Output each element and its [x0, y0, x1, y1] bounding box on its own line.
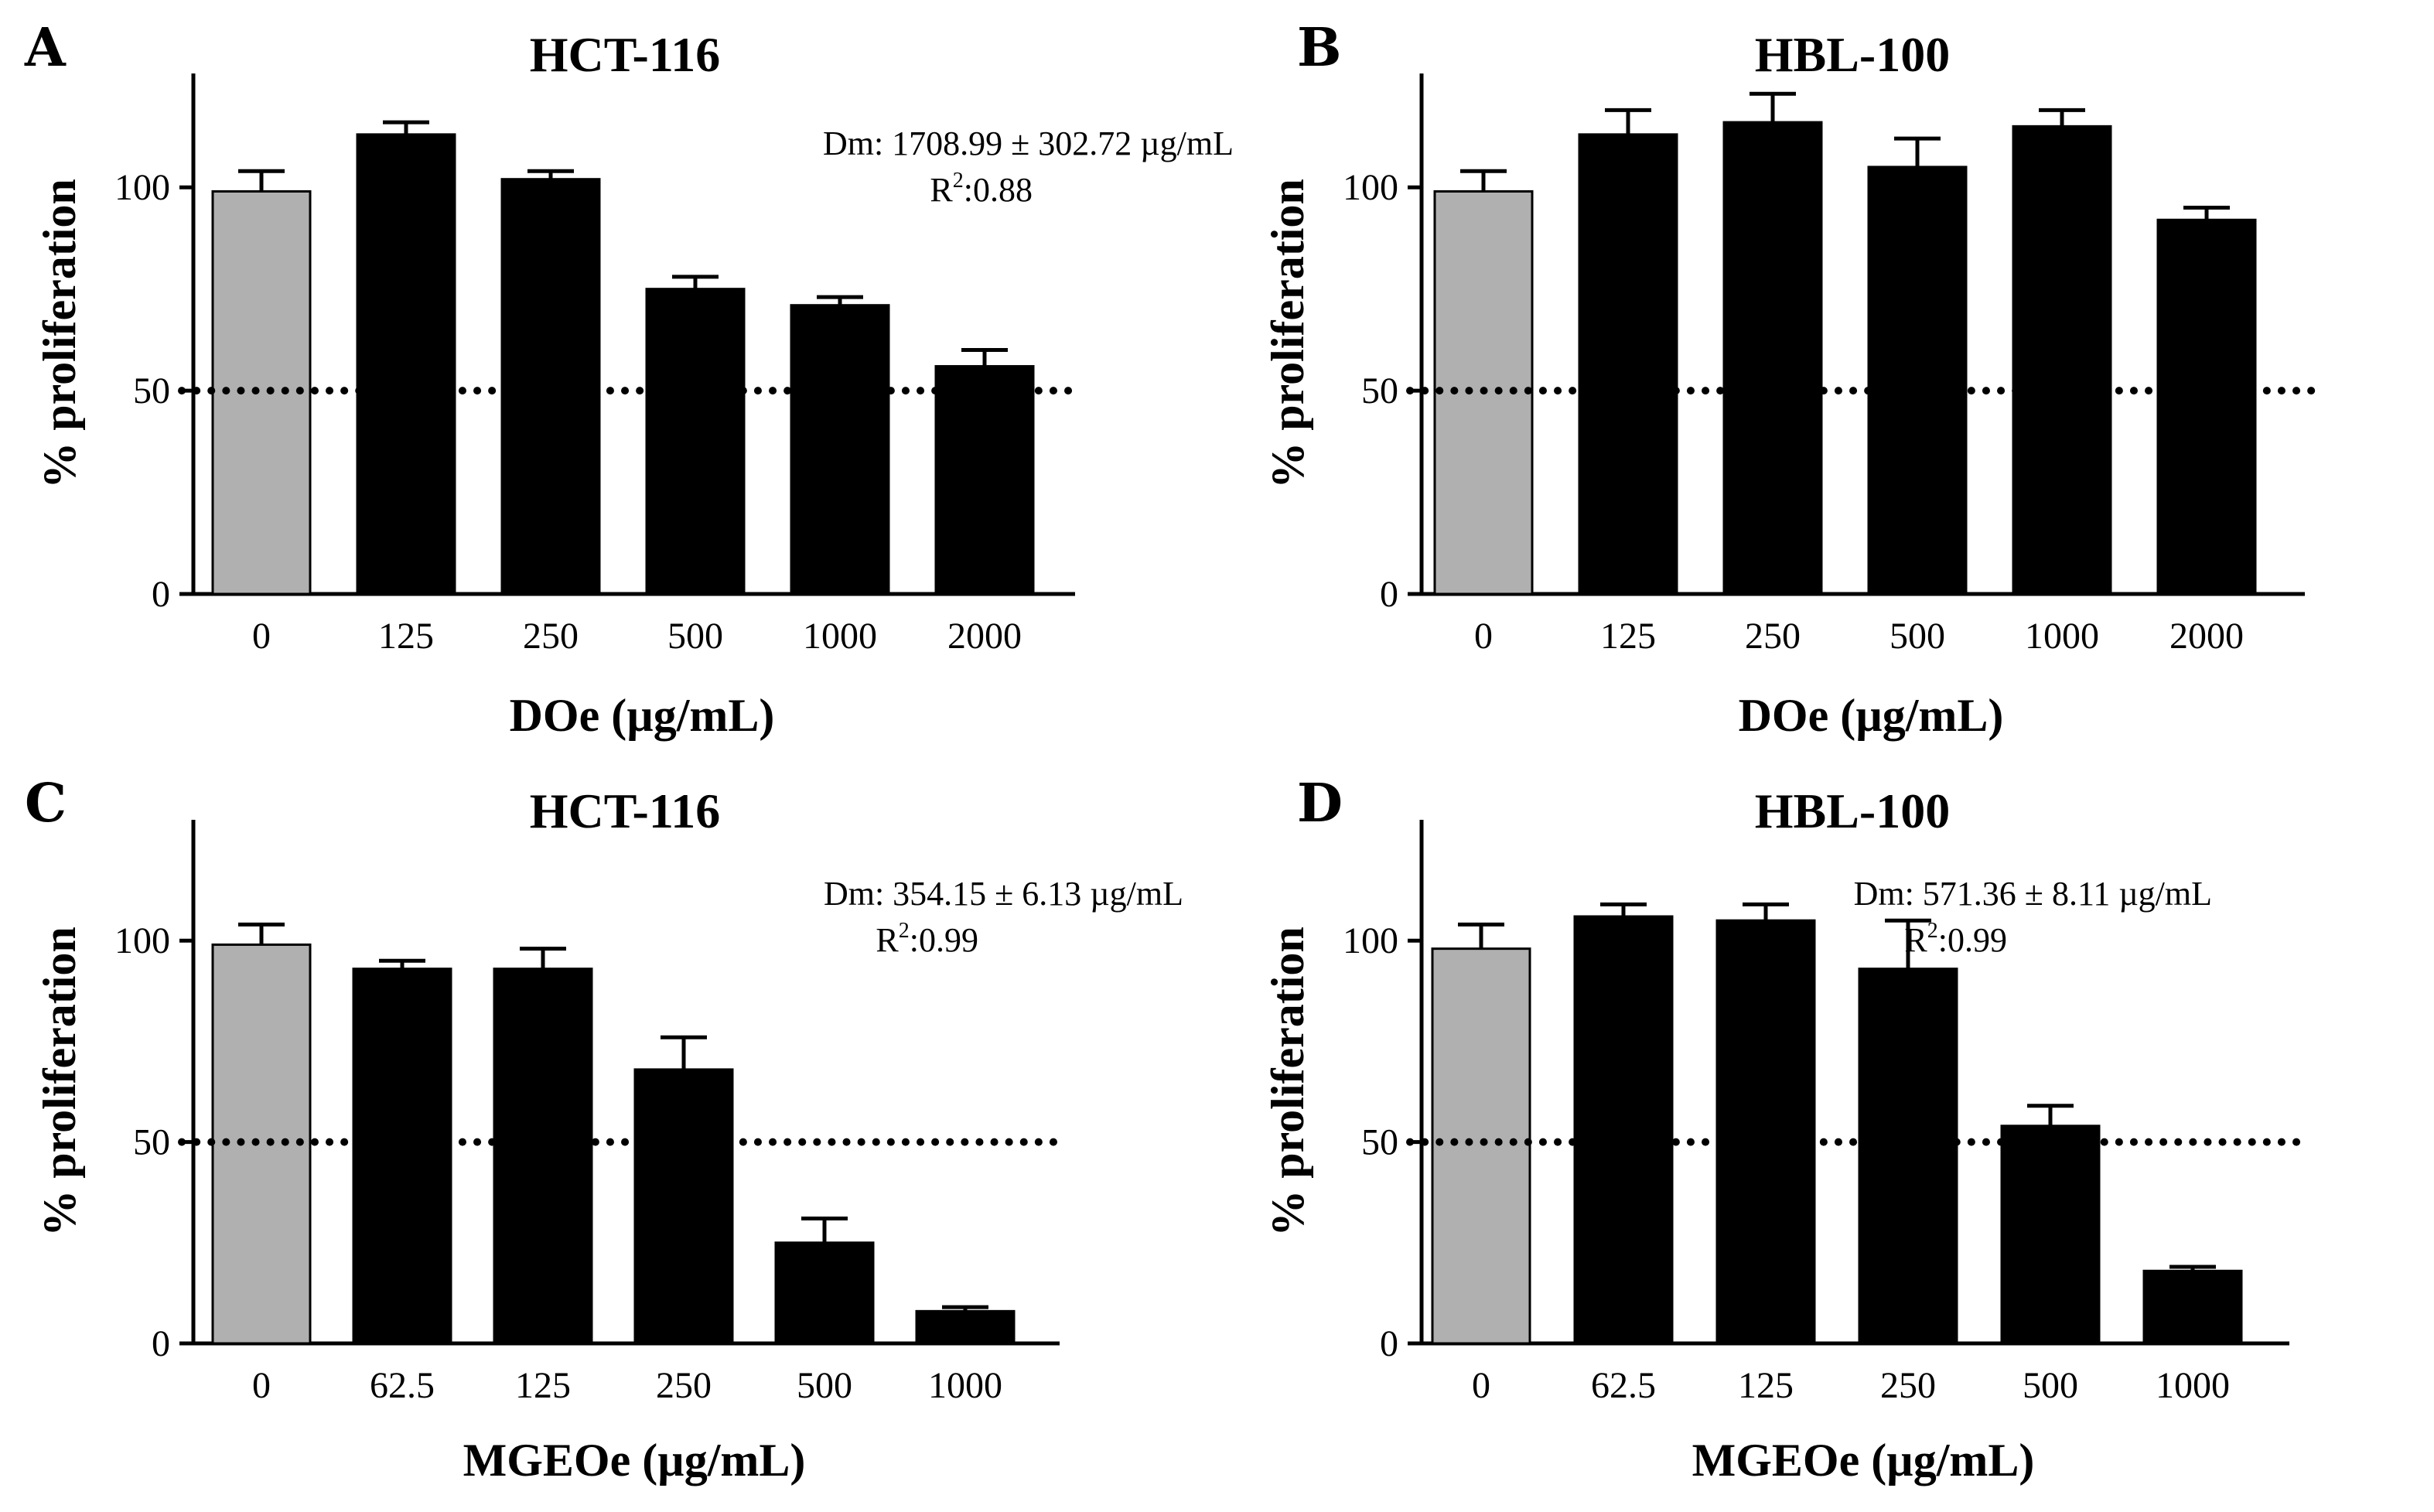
bar: [1573, 915, 1674, 1345]
bar-control: [1431, 947, 1531, 1345]
bar: [2000, 1125, 2101, 1345]
bar: [1867, 166, 1968, 596]
bar: [633, 1068, 734, 1345]
y-tick-label: 50: [1361, 370, 1398, 411]
y-tick-label: 50: [133, 1122, 170, 1163]
y-tick-label: 0: [152, 574, 170, 615]
chart-title: HCT-116: [530, 783, 721, 838]
y-axis-label: % proliferation: [34, 927, 85, 1237]
y-axis-label: % proliferation: [34, 179, 85, 489]
x-tick-label: 2000: [2169, 616, 2244, 657]
y-tick-label: 50: [1361, 1122, 1398, 1163]
bar: [500, 178, 601, 596]
bar: [915, 1309, 1016, 1345]
x-tick-label: 1000: [2025, 616, 2099, 657]
y-axis-label: % proliferation: [1262, 927, 1313, 1237]
x-tick-label: 500: [797, 1365, 852, 1406]
panel-letter: C: [25, 773, 67, 835]
x-tick-label: 0: [252, 1365, 271, 1406]
bar: [934, 365, 1035, 596]
y-tick-label: 0: [1380, 1323, 1398, 1364]
bar: [1722, 121, 1823, 596]
x-tick-label: 0: [252, 616, 271, 657]
x-tick-label: 1000: [928, 1365, 1002, 1406]
bar: [774, 1241, 875, 1345]
x-tick-label: 0: [1472, 1365, 1490, 1406]
x-tick-label: 125: [515, 1365, 571, 1406]
x-tick-label: 500: [2023, 1365, 2078, 1406]
x-tick-label: 125: [1738, 1365, 1794, 1406]
x-tick-label: 125: [1600, 616, 1656, 657]
bar: [1715, 919, 1816, 1345]
dm-annotation: Dm: 571.36 ± 8.11 µg/mL: [1854, 875, 2212, 913]
bar: [2142, 1269, 2243, 1345]
bar: [1578, 133, 1678, 596]
y-tick-label: 100: [114, 167, 170, 208]
panel-letter: D: [1297, 773, 1343, 835]
r-squared-annotation: R2:0.88: [930, 169, 1033, 209]
x-tick-label: 62.5: [370, 1365, 435, 1406]
y-tick-label: 50: [133, 370, 170, 411]
y-tick-label: 100: [114, 920, 170, 961]
chart-title: HBL-100: [1755, 783, 1950, 838]
bar: [493, 968, 593, 1345]
bar: [645, 288, 746, 596]
dm-annotation: Dm: 1708.99 ± 302.72 µg/mL: [823, 125, 1234, 162]
x-tick-label: 250: [1745, 616, 1801, 657]
x-tick-label: 250: [523, 616, 579, 657]
dm-annotation: Dm: 354.15 ± 6.13 µg/mL: [824, 875, 1183, 913]
chart-title: HBL-100: [1755, 27, 1950, 82]
x-tick-label: 1000: [803, 616, 877, 657]
bar: [352, 968, 452, 1345]
x-tick-label: 125: [378, 616, 434, 657]
x-tick-label: 500: [1890, 616, 1945, 657]
y-tick-label: 100: [1343, 920, 1398, 961]
y-tick-label: 0: [1380, 574, 1398, 615]
r-squared-annotation: R2:0.99: [876, 919, 978, 959]
r-squared-annotation: R2:0.99: [1904, 919, 2007, 959]
x-axis-label: MGEOe (µg/mL): [463, 1435, 806, 1486]
bar: [1858, 968, 1958, 1345]
x-tick-label: 1000: [2156, 1365, 2230, 1406]
x-tick-label: 500: [667, 616, 723, 657]
y-axis-label: % proliferation: [1262, 179, 1313, 489]
x-tick-label: 62.5: [1591, 1365, 1656, 1406]
panel-letter: B: [1297, 17, 1341, 79]
bar: [356, 133, 456, 596]
bar: [2012, 125, 2112, 596]
x-tick-label: 2000: [947, 616, 1022, 657]
x-axis-label: DOe (µg/mL): [1739, 690, 2004, 741]
chart-title: HCT-116: [530, 27, 721, 82]
x-tick-label: 0: [1474, 616, 1493, 657]
x-tick-label: 250: [1880, 1365, 1936, 1406]
x-axis-label: DOe (µg/mL): [510, 690, 775, 741]
y-tick-label: 0: [152, 1323, 170, 1364]
panel-letter: A: [24, 17, 67, 79]
bar: [2156, 218, 2257, 596]
x-tick-label: 250: [656, 1365, 712, 1406]
y-tick-label: 100: [1343, 167, 1398, 208]
x-axis-label: MGEOe (µg/mL): [1692, 1435, 2035, 1486]
bar: [790, 304, 890, 596]
